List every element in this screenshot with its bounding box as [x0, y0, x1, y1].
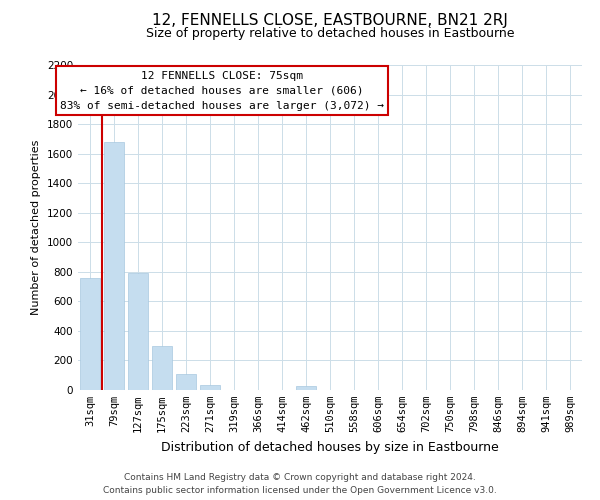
Text: 12, FENNELLS CLOSE, EASTBOURNE, BN21 2RJ: 12, FENNELLS CLOSE, EASTBOURNE, BN21 2RJ	[152, 12, 508, 28]
Bar	[296, 386, 316, 390]
Bar	[152, 346, 172, 390]
Text: Size of property relative to detached houses in Eastbourne: Size of property relative to detached ho…	[146, 28, 514, 40]
Bar	[80, 278, 100, 390]
Bar	[176, 374, 196, 390]
Text: 12 FENNELLS CLOSE: 75sqm
← 16% of detached houses are smaller (606)
83% of semi-: 12 FENNELLS CLOSE: 75sqm ← 16% of detach…	[60, 71, 384, 110]
Bar	[104, 142, 124, 390]
Y-axis label: Number of detached properties: Number of detached properties	[31, 140, 41, 315]
Bar	[200, 385, 220, 390]
X-axis label: Distribution of detached houses by size in Eastbourne: Distribution of detached houses by size …	[161, 440, 499, 454]
Bar	[128, 274, 148, 390]
Text: Contains HM Land Registry data © Crown copyright and database right 2024.
Contai: Contains HM Land Registry data © Crown c…	[103, 474, 497, 495]
